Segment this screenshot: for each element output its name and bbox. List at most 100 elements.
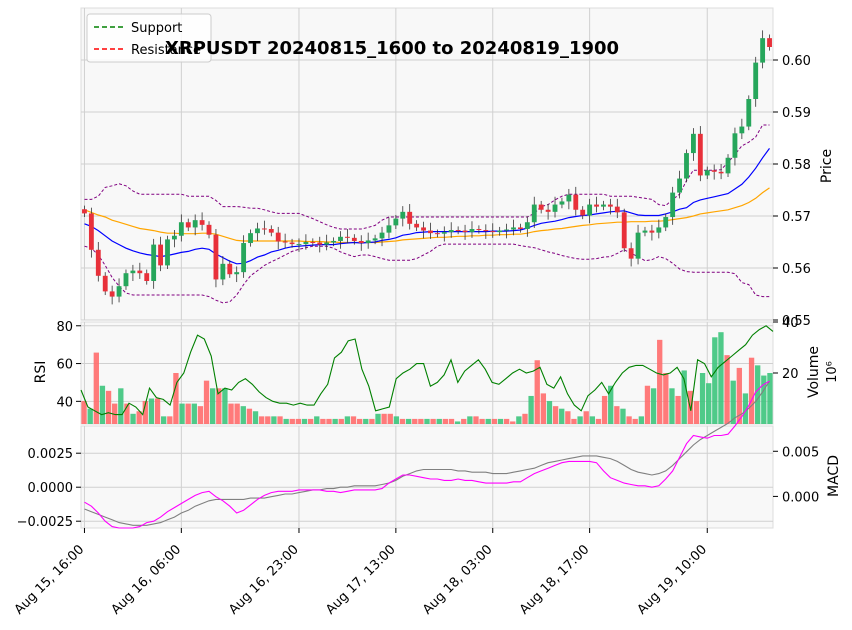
candle-body bbox=[123, 273, 129, 287]
price-tick-label: 0.56 bbox=[782, 262, 811, 277]
price-tick-label: 0.58 bbox=[782, 158, 811, 173]
volume-bar bbox=[369, 418, 375, 424]
volume-bar bbox=[767, 373, 773, 424]
candle-body bbox=[234, 272, 240, 275]
volume-bar bbox=[706, 383, 712, 424]
volume-bar bbox=[712, 337, 718, 424]
volume-bar bbox=[210, 388, 216, 424]
price-tick-label: 0.60 bbox=[782, 54, 811, 69]
candle-body bbox=[690, 133, 696, 154]
candle-body bbox=[289, 242, 295, 245]
volume-tick-label: 20 bbox=[782, 367, 799, 382]
volume-bar bbox=[467, 416, 473, 424]
macd-right-tick-label: 0.000 bbox=[782, 490, 819, 505]
candle-body bbox=[677, 178, 683, 193]
volume-tick-label: 40 bbox=[782, 316, 799, 331]
candle-body bbox=[137, 270, 143, 274]
candle-body bbox=[206, 224, 212, 235]
candle-body bbox=[718, 171, 724, 174]
candle-body bbox=[517, 227, 523, 229]
volume-bar bbox=[742, 393, 749, 424]
macd-line bbox=[84, 380, 770, 529]
x-tick-label: Aug 18, 03:00 bbox=[420, 542, 496, 618]
volume-bar bbox=[546, 401, 553, 424]
candle-body bbox=[414, 223, 420, 228]
candle-body bbox=[462, 230, 468, 233]
volume-bar bbox=[516, 416, 522, 424]
candle-body bbox=[185, 222, 191, 228]
volume-bar bbox=[583, 411, 589, 424]
volume-bar bbox=[338, 418, 344, 424]
volume-bar bbox=[240, 406, 246, 424]
volume-bar bbox=[657, 339, 663, 424]
volume-bar bbox=[626, 416, 632, 424]
volume-bar bbox=[448, 418, 455, 424]
volume-bar bbox=[577, 416, 583, 424]
volume-bar bbox=[430, 418, 436, 424]
candle-body bbox=[116, 286, 122, 297]
candle-body bbox=[227, 263, 233, 275]
candle-body bbox=[545, 209, 551, 212]
rsi-axis-label: RSI bbox=[33, 361, 49, 384]
candle-body bbox=[531, 204, 537, 223]
candle-body bbox=[607, 204, 613, 207]
volume-bar bbox=[277, 416, 283, 424]
candle-body bbox=[725, 157, 731, 174]
volume-bar bbox=[136, 411, 142, 424]
volume-bars bbox=[81, 332, 773, 424]
volume-bar bbox=[736, 367, 742, 424]
candle-body bbox=[241, 243, 247, 273]
volume-bar bbox=[283, 418, 289, 424]
panel-bg-3 bbox=[80, 425, 774, 529]
candle-body bbox=[165, 239, 170, 266]
candle-body bbox=[469, 229, 475, 233]
x-tick-label: Aug 15, 16:00 bbox=[12, 542, 88, 618]
candle-body bbox=[261, 228, 267, 230]
volume-bar bbox=[589, 416, 596, 424]
volume-bar bbox=[124, 403, 130, 424]
volume-bar bbox=[571, 418, 577, 424]
volume-bar bbox=[258, 416, 265, 424]
volume-bar bbox=[565, 411, 571, 424]
candle-body bbox=[684, 153, 689, 179]
volume-bar bbox=[203, 380, 210, 424]
volume-bar bbox=[663, 373, 669, 424]
candle-body bbox=[248, 233, 253, 244]
volume-bar bbox=[173, 373, 179, 424]
candle-body bbox=[199, 220, 205, 225]
volume-bar bbox=[461, 418, 467, 424]
candle-body bbox=[220, 263, 226, 280]
volume-bar bbox=[197, 406, 204, 424]
volume-bar bbox=[191, 403, 197, 424]
volume-bar bbox=[644, 385, 651, 424]
macd-axis-label: MACD bbox=[826, 455, 842, 497]
volume-bar bbox=[436, 418, 442, 424]
volume-bar bbox=[148, 398, 155, 424]
candle-body bbox=[580, 209, 586, 216]
volume-bar bbox=[442, 418, 449, 424]
ema-slow-line bbox=[84, 187, 770, 244]
candle-body bbox=[594, 204, 599, 207]
legend-support-label: Support bbox=[131, 21, 182, 36]
volume-bar bbox=[81, 401, 87, 424]
volume-bar bbox=[614, 406, 620, 424]
candle-body bbox=[213, 234, 219, 280]
volume-bar bbox=[552, 406, 559, 424]
candle-body bbox=[338, 236, 343, 241]
x-tick-label: Aug 18, 17:00 bbox=[517, 542, 593, 618]
volume-bar bbox=[675, 395, 681, 424]
volume-bar bbox=[216, 388, 222, 424]
candle-body bbox=[538, 204, 544, 210]
candle-body bbox=[448, 230, 454, 233]
x-tick-label: Aug 19, 10:00 bbox=[635, 542, 711, 618]
candle-body bbox=[268, 229, 274, 233]
candle-body bbox=[697, 133, 703, 176]
volume-bar bbox=[730, 380, 736, 424]
x-tick-label: Aug 16, 23:00 bbox=[226, 542, 302, 618]
macd-left-tick-label: −0.0025 bbox=[17, 515, 73, 530]
candle-body bbox=[379, 232, 385, 239]
price-axis-label: Price bbox=[819, 149, 835, 183]
candle-body bbox=[614, 206, 620, 213]
candle-body bbox=[628, 248, 634, 259]
macd-right-tick-label: 0.005 bbox=[782, 445, 819, 460]
